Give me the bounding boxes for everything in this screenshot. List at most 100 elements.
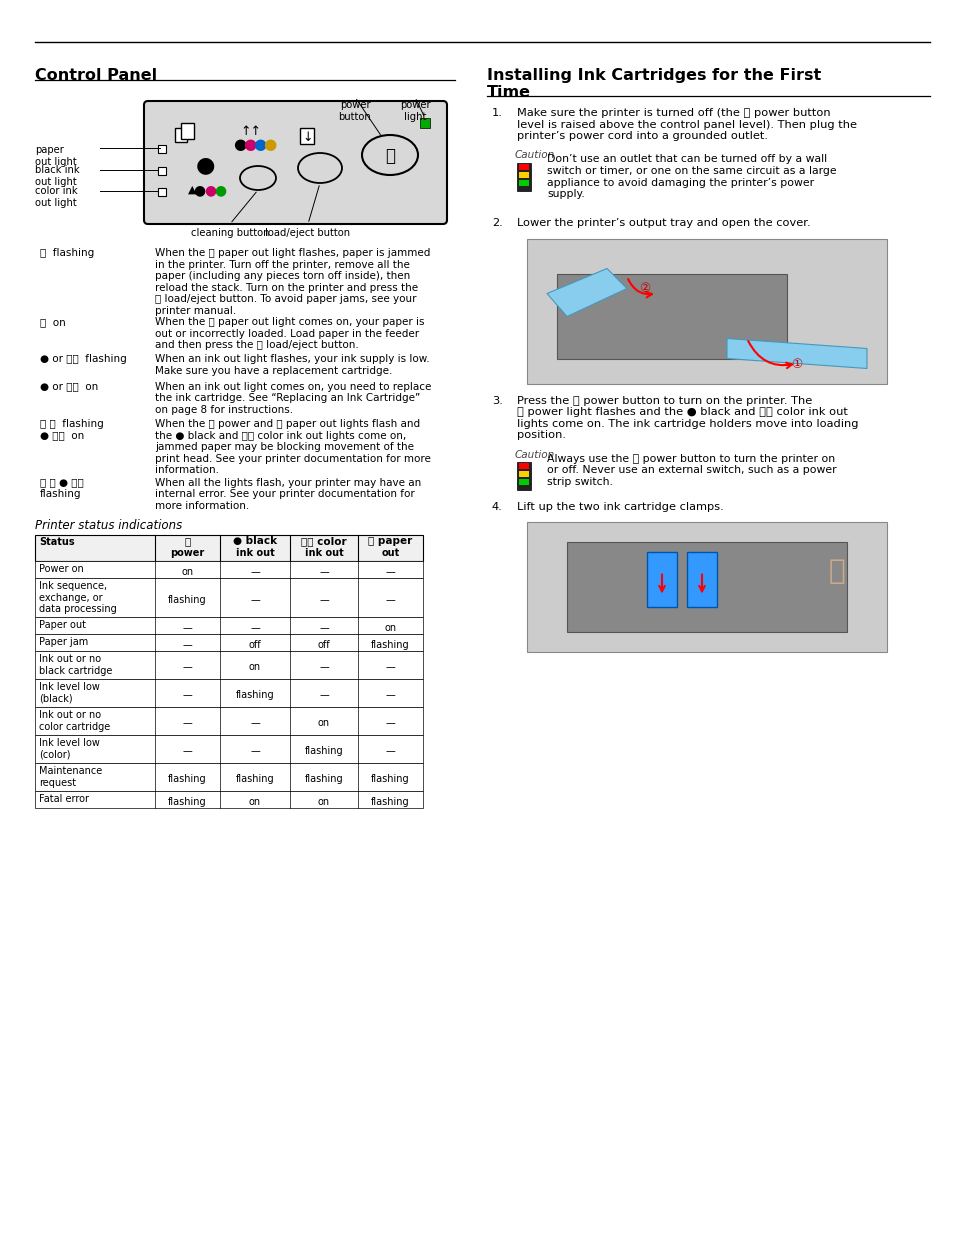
Bar xyxy=(518,478,529,484)
Text: Don’t use an outlet that can be turned off by a wall
switch or timer, or one on : Don’t use an outlet that can be turned o… xyxy=(546,154,836,199)
Polygon shape xyxy=(546,268,626,316)
Text: ● or ⓄⓄ  flashing: ● or ⓄⓄ flashing xyxy=(40,354,127,364)
Text: ●: ● xyxy=(193,183,205,198)
Text: ink out: ink out xyxy=(304,548,343,558)
Bar xyxy=(419,119,430,128)
Text: —: — xyxy=(182,662,193,672)
FancyBboxPatch shape xyxy=(144,101,447,224)
Text: ↑↑: ↑↑ xyxy=(240,125,261,138)
Bar xyxy=(517,163,531,190)
Text: —: — xyxy=(385,718,395,727)
Text: load/eject button: load/eject button xyxy=(265,228,350,238)
Text: out: out xyxy=(381,548,399,558)
Text: When an ink out light flashes, your ink supply is low.
Make sure you have a repl: When an ink out light flashes, your ink … xyxy=(154,354,429,377)
Text: 1.: 1. xyxy=(492,107,502,119)
Text: When the ⓨ paper out light flashes, paper is jammed
in the printer. Turn off the: When the ⓨ paper out light flashes, pape… xyxy=(154,248,430,316)
Bar xyxy=(35,651,422,679)
Text: Make sure the printer is turned off (the ⓨ power button
level is raised above th: Make sure the printer is turned off (the… xyxy=(517,107,856,141)
Bar xyxy=(35,578,422,618)
Bar xyxy=(35,618,422,634)
Bar xyxy=(35,634,422,651)
Text: flashing: flashing xyxy=(371,797,410,806)
Text: on: on xyxy=(249,662,261,672)
Text: on: on xyxy=(384,622,396,634)
Text: ↓: ↓ xyxy=(302,131,313,144)
Text: When the ⓨ power and ⓨ paper out lights flash and
the ● black and ⓄⓄ color ink o: When the ⓨ power and ⓨ paper out lights … xyxy=(154,419,431,475)
Bar xyxy=(646,552,677,606)
Text: ▲: ▲ xyxy=(188,185,196,195)
Text: ● black: ● black xyxy=(233,536,276,546)
Text: ②: ② xyxy=(639,282,650,294)
Text: cleaning button: cleaning button xyxy=(191,228,269,238)
Text: Lift up the two ink cartridge clamps.: Lift up the two ink cartridge clamps. xyxy=(517,501,723,511)
Text: —: — xyxy=(182,622,193,634)
Text: 3.: 3. xyxy=(492,395,502,405)
Text: —: — xyxy=(385,690,395,700)
Bar xyxy=(526,521,886,652)
Text: —: — xyxy=(319,622,329,634)
Text: on: on xyxy=(249,797,261,806)
Text: —: — xyxy=(385,595,395,605)
Text: 2.: 2. xyxy=(492,219,502,228)
Text: on: on xyxy=(317,718,330,727)
Text: flashing: flashing xyxy=(168,774,207,784)
Bar xyxy=(566,541,846,631)
Text: —: — xyxy=(182,640,193,650)
Text: ●: ● xyxy=(195,156,215,175)
Text: Fatal error: Fatal error xyxy=(39,794,89,804)
Text: ⓨ: ⓨ xyxy=(184,536,191,546)
Text: flashing: flashing xyxy=(235,774,274,784)
Text: —: — xyxy=(319,595,329,605)
Text: —: — xyxy=(319,662,329,672)
Text: Printer status indications: Printer status indications xyxy=(35,519,182,532)
Text: paper
out light: paper out light xyxy=(35,144,76,167)
Bar xyxy=(517,462,531,489)
Text: flashing: flashing xyxy=(371,640,410,650)
Text: Always use the ⓨ power button to turn the printer on
or off. Never use an extern: Always use the ⓨ power button to turn th… xyxy=(546,453,836,487)
Bar xyxy=(518,179,529,185)
Text: Ink level low
(black): Ink level low (black) xyxy=(39,682,100,704)
Text: Press the ⓨ power button to turn on the printer. The
ⓨ power light flashes and t: Press the ⓨ power button to turn on the … xyxy=(517,395,858,441)
Text: ✋: ✋ xyxy=(828,557,844,584)
Text: ink out: ink out xyxy=(235,548,274,558)
Text: ●: ● xyxy=(253,137,266,152)
Bar xyxy=(518,172,529,178)
Text: ●: ● xyxy=(204,183,216,198)
Bar xyxy=(557,273,786,358)
Text: ● or ⓄⓄ  on: ● or ⓄⓄ on xyxy=(40,382,98,391)
Bar xyxy=(518,471,529,477)
Text: Caution: Caution xyxy=(515,450,555,459)
Text: off: off xyxy=(249,640,261,650)
Text: ●: ● xyxy=(263,137,276,152)
Text: —: — xyxy=(250,567,259,577)
Bar xyxy=(35,706,422,735)
Text: Installing Ink Cartridges for the First
Time: Installing Ink Cartridges for the First … xyxy=(486,68,821,100)
Text: —: — xyxy=(182,718,193,727)
Text: Status: Status xyxy=(39,537,74,547)
Polygon shape xyxy=(726,338,866,368)
Text: ⓨ  on: ⓨ on xyxy=(40,317,66,327)
Text: flashing: flashing xyxy=(304,774,343,784)
Text: Ink level low
(color): Ink level low (color) xyxy=(39,739,100,760)
Text: —: — xyxy=(385,567,395,577)
Text: Power on: Power on xyxy=(39,564,84,574)
Text: —: — xyxy=(182,690,193,700)
Text: flashing: flashing xyxy=(168,595,207,605)
Text: —: — xyxy=(250,622,259,634)
Text: ⓨ ⓨ ● ⓄⓄ
flashing: ⓨ ⓨ ● ⓄⓄ flashing xyxy=(40,478,84,499)
Text: Ink out or no
color cartridge: Ink out or no color cartridge xyxy=(39,710,111,731)
Text: power
button: power button xyxy=(338,100,371,121)
Text: ⓨ  flashing: ⓨ flashing xyxy=(40,248,94,258)
Text: flashing: flashing xyxy=(168,797,207,806)
Text: —: — xyxy=(250,746,259,756)
Text: ①: ① xyxy=(791,358,801,372)
Text: on: on xyxy=(317,797,330,806)
Ellipse shape xyxy=(240,165,275,190)
Text: ⓨ paper: ⓨ paper xyxy=(368,536,413,546)
Text: ●: ● xyxy=(213,183,226,198)
Text: on: on xyxy=(181,567,193,577)
Text: black ink
out light: black ink out light xyxy=(35,165,79,186)
Bar xyxy=(35,735,422,763)
Text: off: off xyxy=(317,640,330,650)
Text: ⓨ ⓨ  flashing
● ⓄⓄ  on: ⓨ ⓨ flashing ● ⓄⓄ on xyxy=(40,419,104,441)
